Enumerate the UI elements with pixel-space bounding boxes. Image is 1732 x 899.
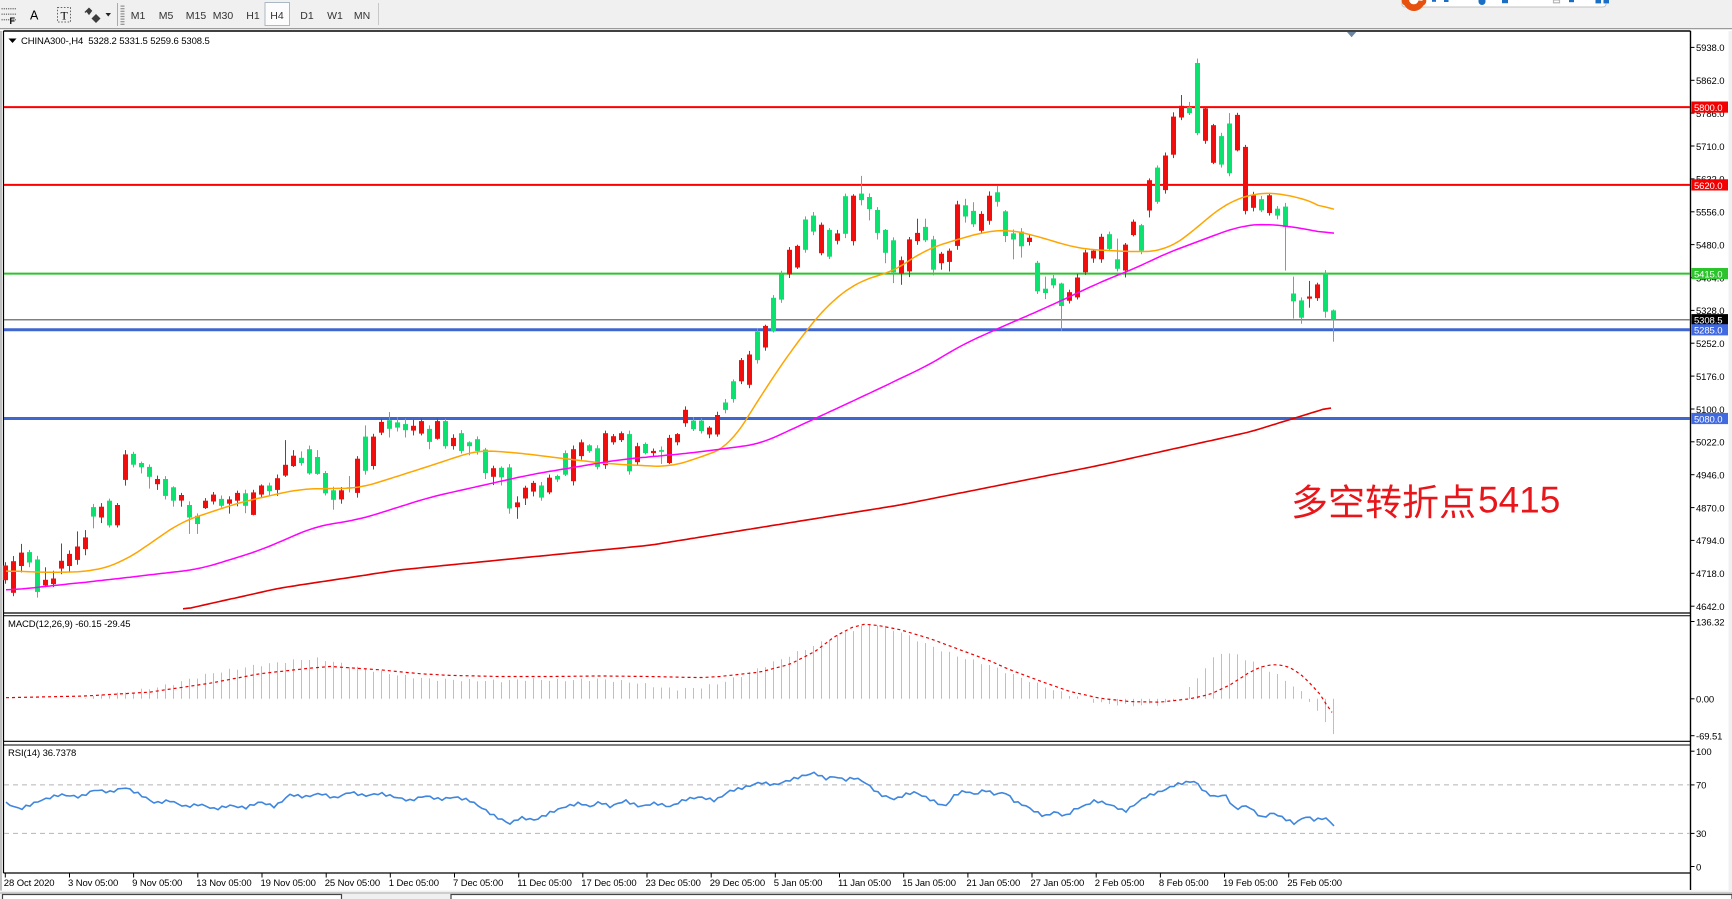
- svg-text:5022.0: 5022.0: [1696, 438, 1724, 449]
- svg-text:4794.0: 4794.0: [1696, 536, 1724, 547]
- svg-text:21 Jan 05:00: 21 Jan 05:00: [966, 878, 1020, 889]
- svg-text:4718.0: 4718.0: [1696, 569, 1724, 580]
- svg-text:29 Dec 05:00: 29 Dec 05:00: [710, 878, 765, 889]
- svg-text:MACD(12,26,9) -60.15 -29.45: MACD(12,26,9) -60.15 -29.45: [8, 619, 130, 630]
- svg-text:11 Jan 05:00: 11 Jan 05:00: [838, 878, 891, 889]
- svg-text:19 Feb 05:00: 19 Feb 05:00: [1223, 878, 1278, 889]
- svg-text:7 Dec 05:00: 7 Dec 05:00: [453, 878, 503, 889]
- svg-text:5800.0: 5800.0: [1694, 103, 1722, 114]
- svg-text:A: A: [30, 9, 39, 23]
- svg-text:5415.0: 5415.0: [1694, 270, 1722, 281]
- svg-text:5938.0: 5938.0: [1696, 43, 1724, 54]
- svg-text:4870.0: 4870.0: [1696, 503, 1724, 514]
- svg-text:100: 100: [1696, 747, 1712, 758]
- svg-text:H1: H1: [246, 10, 260, 22]
- svg-text:H4: H4: [270, 10, 284, 22]
- svg-text:W1: W1: [327, 10, 343, 22]
- svg-text:5415: 5415: [1478, 480, 1560, 521]
- svg-text:27 Jan 05:00: 27 Jan 05:00: [1031, 878, 1085, 889]
- svg-text:28 Oct 2020: 28 Oct 2020: [4, 878, 55, 889]
- svg-text:25 Nov 05:00: 25 Nov 05:00: [325, 878, 380, 889]
- svg-text:CHINA300-,H4 5328.2 5331.5 52: CHINA300-,H4 5328.2 5331.5 5259.6 5308.5: [21, 36, 210, 47]
- svg-text:5252.0: 5252.0: [1696, 339, 1724, 350]
- svg-text:4642.0: 4642.0: [1696, 602, 1724, 613]
- svg-text:70: 70: [1696, 781, 1706, 792]
- svg-text:M30: M30: [213, 10, 234, 22]
- svg-text:30: 30: [1696, 829, 1706, 840]
- svg-text:RSI(14) 36.7378: RSI(14) 36.7378: [8, 748, 76, 759]
- svg-text:25 Feb 05:00: 25 Feb 05:00: [1287, 878, 1342, 889]
- svg-text:T: T: [61, 9, 69, 23]
- svg-text:M1: M1: [131, 10, 146, 22]
- svg-text:13 Nov 05:00: 13 Nov 05:00: [196, 878, 251, 889]
- svg-text:5080.0: 5080.0: [1694, 414, 1722, 425]
- svg-text:5 Jan 05:00: 5 Jan 05:00: [774, 878, 823, 889]
- svg-text:5328.0: 5328.0: [1696, 306, 1724, 317]
- svg-text:2 Feb 05:00: 2 Feb 05:00: [1095, 878, 1145, 889]
- svg-text:15 Jan 05:00: 15 Jan 05:00: [902, 878, 956, 889]
- svg-text:11 Dec 05:00: 11 Dec 05:00: [517, 878, 572, 889]
- svg-text:4946.0: 4946.0: [1696, 471, 1724, 482]
- svg-text:0: 0: [1696, 862, 1701, 873]
- svg-text:9 Nov 05:00: 9 Nov 05:00: [132, 878, 182, 889]
- svg-text:M15: M15: [186, 10, 207, 22]
- svg-text:5620.0: 5620.0: [1694, 181, 1722, 192]
- svg-text:5556.0: 5556.0: [1696, 208, 1724, 219]
- svg-text:1 Dec 05:00: 1 Dec 05:00: [389, 878, 439, 889]
- svg-text:5176.0: 5176.0: [1696, 372, 1724, 383]
- svg-text:-69.51: -69.51: [1696, 732, 1722, 743]
- svg-text:5786.0: 5786.0: [1696, 109, 1724, 120]
- svg-text:5100.0: 5100.0: [1696, 405, 1724, 416]
- svg-text:3 Nov 05:00: 3 Nov 05:00: [68, 878, 118, 889]
- svg-text:8 Feb 05:00: 8 Feb 05:00: [1159, 878, 1209, 889]
- svg-text:D1: D1: [300, 10, 314, 22]
- svg-text:0.00: 0.00: [1696, 695, 1714, 706]
- svg-text:5480.0: 5480.0: [1696, 240, 1724, 251]
- svg-text:17 Dec 05:00: 17 Dec 05:00: [581, 878, 636, 889]
- svg-text:23 Dec 05:00: 23 Dec 05:00: [646, 878, 701, 889]
- svg-text:5308.5: 5308.5: [1694, 316, 1722, 327]
- svg-text:MN: MN: [354, 10, 370, 22]
- svg-text:M5: M5: [159, 10, 174, 22]
- svg-text:5862.0: 5862.0: [1696, 76, 1724, 87]
- svg-text:19 Nov 05:00: 19 Nov 05:00: [261, 878, 316, 889]
- svg-text:F: F: [10, 16, 16, 26]
- svg-text:5285.0: 5285.0: [1694, 326, 1722, 337]
- svg-text:136.32: 136.32: [1696, 617, 1724, 628]
- svg-text:5710.0: 5710.0: [1696, 142, 1724, 153]
